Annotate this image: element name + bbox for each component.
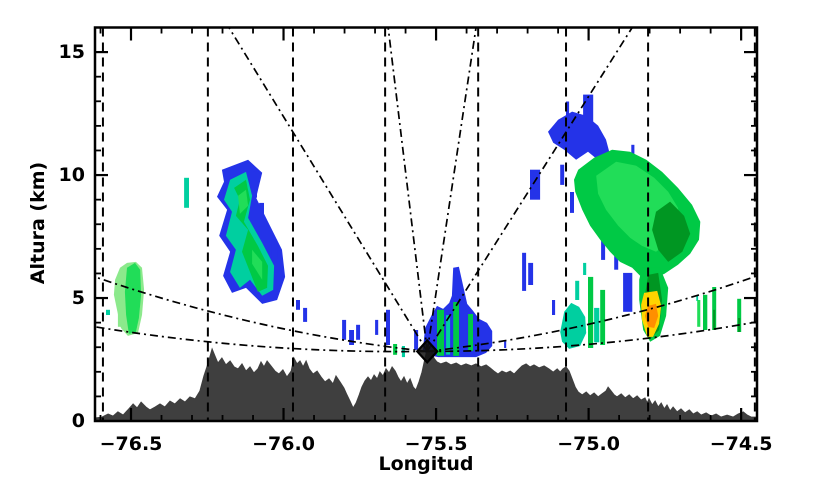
echo-dgreen xyxy=(652,201,691,262)
axes-frame xyxy=(93,26,759,423)
beam-high xyxy=(387,27,429,352)
echo-orange xyxy=(645,303,659,328)
echo-teal xyxy=(106,309,110,315)
echo-blue xyxy=(566,101,570,118)
echo-layer xyxy=(106,94,742,358)
echo-blue xyxy=(414,330,419,350)
echo-blue xyxy=(530,169,541,200)
terrain-profile xyxy=(95,347,757,421)
beam-low xyxy=(427,275,757,353)
echo-green xyxy=(393,344,398,355)
y-tick-label: 5 xyxy=(71,287,85,310)
x-tick-label: −75.5 xyxy=(404,433,468,455)
echo-blue xyxy=(253,171,257,198)
beam-low xyxy=(95,325,428,353)
echo-teal xyxy=(594,307,600,343)
echo-blue xyxy=(631,144,635,160)
beam-high xyxy=(426,27,633,352)
echo-bgreen xyxy=(697,300,701,327)
echo-green xyxy=(712,287,717,330)
echo-pgreen xyxy=(117,275,124,327)
echo-blue xyxy=(560,164,565,185)
echo-green xyxy=(437,309,444,356)
echo-teal xyxy=(184,177,189,208)
echo-teal xyxy=(696,295,699,301)
echo-blue xyxy=(548,111,610,162)
x-tick-label: −75.0 xyxy=(557,433,620,455)
beam-low xyxy=(427,321,757,353)
echo-green xyxy=(703,294,708,330)
echo-blue xyxy=(504,341,507,348)
echo-green xyxy=(468,314,473,351)
radar-marker-diamond xyxy=(415,338,439,365)
echo-teal xyxy=(575,280,580,300)
echo-blue xyxy=(259,202,264,227)
echo-blue xyxy=(349,330,354,345)
y-tick-label: 15 xyxy=(58,41,85,64)
beam-high xyxy=(228,27,428,352)
echo-blue xyxy=(375,319,379,335)
x-tick-label: −76.5 xyxy=(99,433,163,455)
echo-blue xyxy=(528,262,534,285)
radar-beams xyxy=(95,27,757,353)
echo-blue xyxy=(303,307,308,322)
echo-green xyxy=(600,289,606,345)
echo-green xyxy=(588,276,594,348)
beam-high xyxy=(426,27,477,352)
echo-green xyxy=(453,302,459,356)
x-tick-label: −74.5 xyxy=(709,433,773,455)
x-axis-title: Longitud xyxy=(378,453,474,475)
echo-blue xyxy=(356,324,361,340)
beam-low xyxy=(95,276,428,353)
echo-blue xyxy=(296,300,300,310)
echo-blue xyxy=(342,319,347,340)
echo-blue xyxy=(386,309,390,345)
echo-green xyxy=(737,298,742,332)
y-tick-label: 10 xyxy=(58,164,85,187)
echo-blue xyxy=(583,94,594,125)
echo-bgreen xyxy=(252,249,263,280)
echo-blue xyxy=(552,300,556,315)
echo-dgreen xyxy=(713,309,716,330)
y-tick-label: 0 xyxy=(71,410,85,432)
x-tick-label: −76.0 xyxy=(252,433,315,455)
echo-bgreen xyxy=(124,262,142,334)
echo-blue xyxy=(522,252,527,291)
echo-blue xyxy=(271,239,278,260)
echo-blue xyxy=(601,229,606,260)
echo-teal xyxy=(583,262,587,275)
echo-blue xyxy=(623,272,633,312)
echo-teal xyxy=(446,315,451,355)
echo-bgreen xyxy=(238,189,249,214)
echo-blue xyxy=(570,192,574,213)
y-axis-title: Altura (km) xyxy=(27,161,49,285)
